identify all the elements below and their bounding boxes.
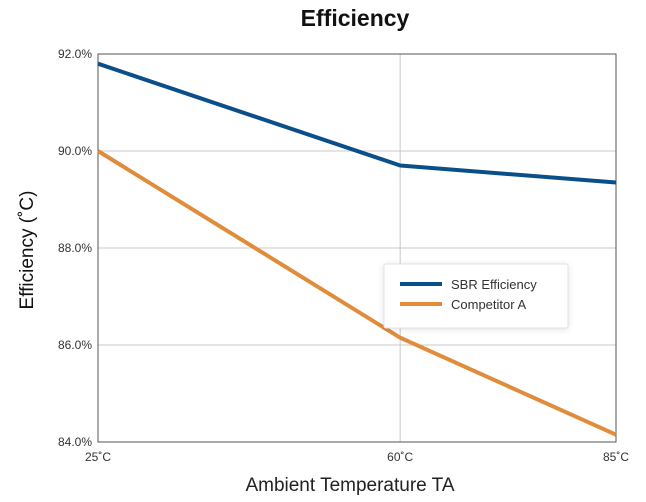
legend: SBR Efficiency Competitor A (383, 263, 569, 329)
legend-label: Competitor A (451, 297, 526, 312)
y-tick-label: 88.0% (58, 241, 92, 255)
series-line-competitor-a (96, 149, 617, 437)
x-tick-label: 25˚C (85, 450, 111, 464)
y-tick-label: 92.0% (58, 47, 92, 61)
x-tick-label: 85˚C (603, 450, 629, 464)
y-tick-label: 86.0% (58, 338, 92, 352)
legend-label: SBR Efficiency (451, 277, 537, 292)
x-tick-label: 60˚C (387, 450, 413, 464)
series-layer (96, 61, 617, 437)
series-line-sbr-efficiency (97, 61, 617, 185)
legend-box (383, 263, 569, 329)
y-tick-labels: 84.0% 86.0% 88.0% 90.0% 92.0% (58, 47, 92, 449)
y-axis-label: Efficiency (˚C) (17, 191, 38, 310)
x-tick-labels: 25˚C 60˚C 85˚C (85, 450, 629, 464)
grid-lines (98, 54, 616, 442)
chart-title: Efficiency (301, 5, 410, 31)
x-axis-label: Ambient Temperature TA (245, 475, 454, 496)
y-tick-label: 90.0% (58, 144, 92, 158)
y-tick-label: 84.0% (58, 435, 92, 449)
plot-frame (97, 53, 617, 443)
